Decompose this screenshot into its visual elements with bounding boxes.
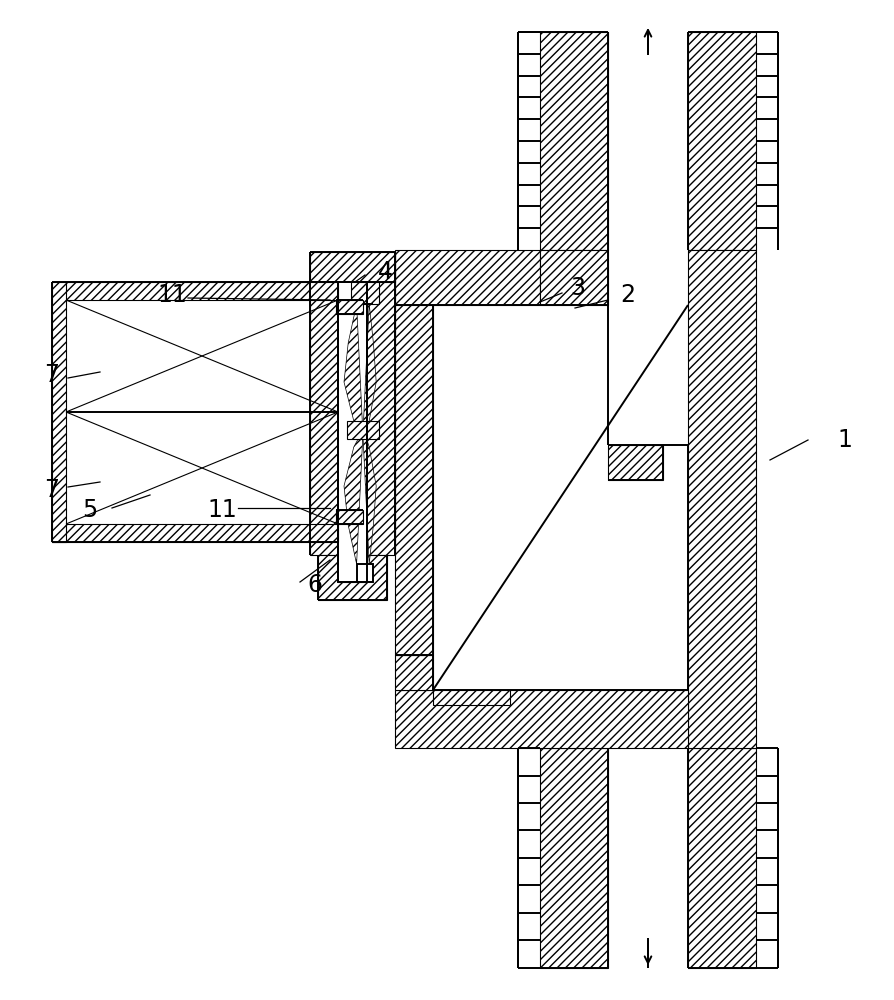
Polygon shape	[394, 690, 687, 748]
Text: 6: 6	[308, 573, 322, 597]
Polygon shape	[433, 690, 510, 705]
Polygon shape	[343, 304, 375, 564]
Text: 7: 7	[45, 363, 59, 387]
Polygon shape	[52, 524, 338, 542]
Polygon shape	[367, 252, 394, 555]
Polygon shape	[335, 300, 363, 314]
Polygon shape	[357, 564, 373, 582]
Polygon shape	[607, 445, 662, 480]
Polygon shape	[394, 250, 539, 305]
Polygon shape	[335, 510, 363, 524]
Polygon shape	[309, 252, 338, 555]
Text: 2: 2	[620, 283, 635, 307]
Polygon shape	[317, 555, 386, 600]
Text: 5: 5	[82, 498, 97, 522]
Text: 4: 4	[377, 260, 392, 284]
Text: 7: 7	[45, 478, 59, 502]
Text: 11: 11	[207, 498, 237, 522]
Polygon shape	[338, 282, 367, 582]
Polygon shape	[687, 250, 755, 748]
Polygon shape	[52, 282, 338, 300]
Polygon shape	[539, 748, 607, 968]
Polygon shape	[309, 252, 394, 282]
Polygon shape	[394, 655, 433, 690]
Polygon shape	[539, 32, 607, 250]
Polygon shape	[52, 282, 66, 542]
Text: 11: 11	[157, 283, 187, 307]
Polygon shape	[347, 421, 378, 439]
Polygon shape	[687, 32, 755, 250]
Text: 3: 3	[569, 276, 585, 300]
Polygon shape	[539, 250, 607, 305]
Text: 1: 1	[837, 428, 851, 452]
Polygon shape	[394, 305, 433, 655]
Polygon shape	[687, 748, 755, 968]
Polygon shape	[350, 282, 378, 304]
